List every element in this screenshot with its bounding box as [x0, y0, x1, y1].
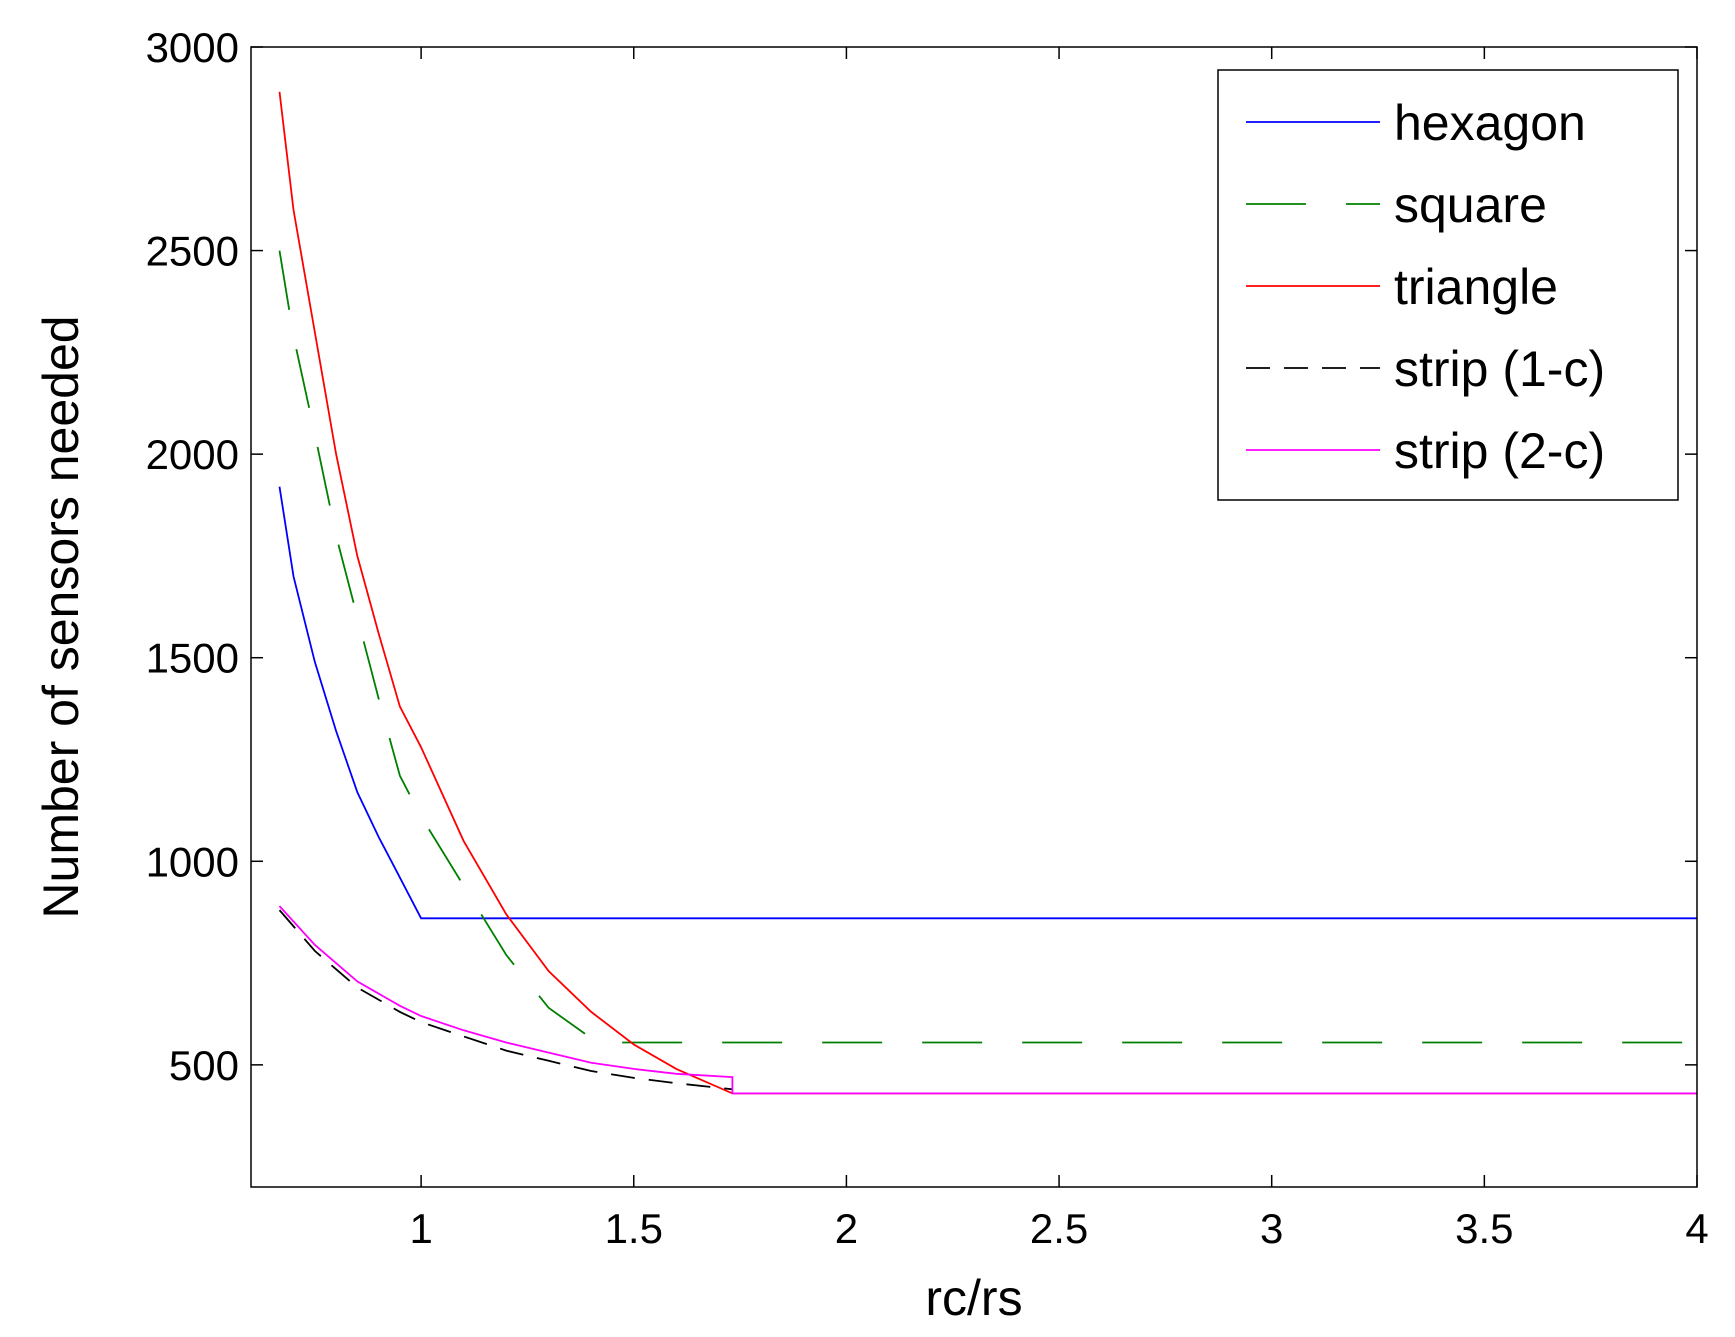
series-layer: [278, 91, 1697, 1095]
y-tick-label: 2000: [146, 431, 239, 478]
plot-frame: [250, 46, 1698, 1188]
y-tick-label: 3000: [146, 24, 239, 71]
series-line-4: [278, 905, 1697, 1095]
y-tick-label: 1000: [146, 838, 239, 885]
legend-label-1: square: [1394, 177, 1547, 233]
series-line-0: [278, 486, 1697, 920]
series-line-1: [278, 250, 1697, 1044]
x-tick-label: 3: [1260, 1205, 1283, 1252]
y-axis-label: Number of sensors needed: [33, 315, 89, 918]
legend-label-2: triangle: [1394, 259, 1558, 315]
series-line-2: [278, 91, 1697, 1095]
legend-box: [1217, 69, 1679, 501]
x-tick-label: 4: [1685, 1205, 1708, 1252]
tick-layer: 1 1.5 2 2.5 3 3.5 4 500 1000 1500 2000 2500 3000: [146, 24, 1709, 1252]
legend-label-0: hexagon: [1394, 95, 1586, 151]
x-tick-label: 2: [835, 1205, 858, 1252]
y-tick-label: 2500: [146, 228, 239, 275]
x-tick-label: 1: [409, 1205, 432, 1252]
x-tick-label: 3.5: [1455, 1205, 1513, 1252]
legend-label-4: strip (2-c): [1394, 423, 1605, 479]
legend-label-3: strip (1-c): [1394, 341, 1605, 397]
x-tick-label: 1.5: [605, 1205, 663, 1252]
y-tick-label: 500: [169, 1042, 239, 1089]
x-tick-label: 2.5: [1030, 1205, 1088, 1252]
legend: hexagon square triangle strip (1-c) strip (2…: [1217, 69, 1679, 501]
x-axis-label: rc/rs: [925, 1270, 1022, 1326]
series-line-3: [278, 909, 733, 1091]
y-tick-label: 1500: [146, 635, 239, 682]
